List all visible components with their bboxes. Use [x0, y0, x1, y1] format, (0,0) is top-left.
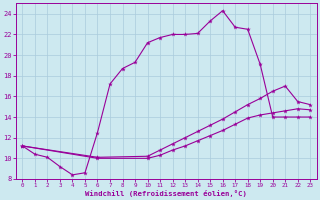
X-axis label: Windchill (Refroidissement éolien,°C): Windchill (Refroidissement éolien,°C) — [85, 190, 247, 197]
